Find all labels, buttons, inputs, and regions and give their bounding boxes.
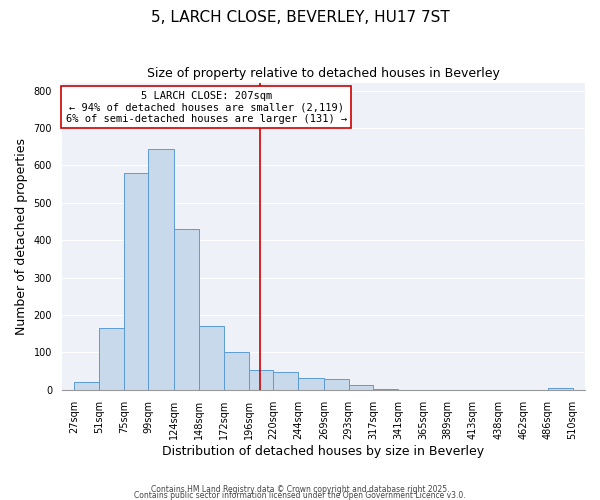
Bar	[248, 370, 274, 390]
Bar	[124, 173, 148, 390]
Title: Size of property relative to detached houses in Beverley: Size of property relative to detached ho…	[147, 68, 500, 80]
Bar	[199, 326, 224, 390]
Text: 5, LARCH CLOSE, BEVERLEY, HU17 7ST: 5, LARCH CLOSE, BEVERLEY, HU17 7ST	[151, 10, 449, 25]
Bar	[548, 388, 572, 390]
Bar	[373, 389, 398, 390]
Bar	[99, 328, 124, 390]
Bar	[74, 382, 99, 390]
Bar	[148, 148, 174, 390]
Bar	[324, 378, 349, 390]
Text: Contains public sector information licensed under the Open Government Licence v3: Contains public sector information licen…	[134, 490, 466, 500]
Y-axis label: Number of detached properties: Number of detached properties	[15, 138, 28, 335]
Bar	[349, 384, 373, 390]
X-axis label: Distribution of detached houses by size in Beverley: Distribution of detached houses by size …	[163, 444, 484, 458]
Bar	[174, 229, 199, 390]
Bar	[274, 372, 298, 390]
Bar	[224, 352, 248, 390]
Text: Contains HM Land Registry data © Crown copyright and database right 2025.: Contains HM Land Registry data © Crown c…	[151, 484, 449, 494]
Bar	[298, 378, 324, 390]
Text: 5 LARCH CLOSE: 207sqm
← 94% of detached houses are smaller (2,119)
6% of semi-de: 5 LARCH CLOSE: 207sqm ← 94% of detached …	[65, 90, 347, 124]
